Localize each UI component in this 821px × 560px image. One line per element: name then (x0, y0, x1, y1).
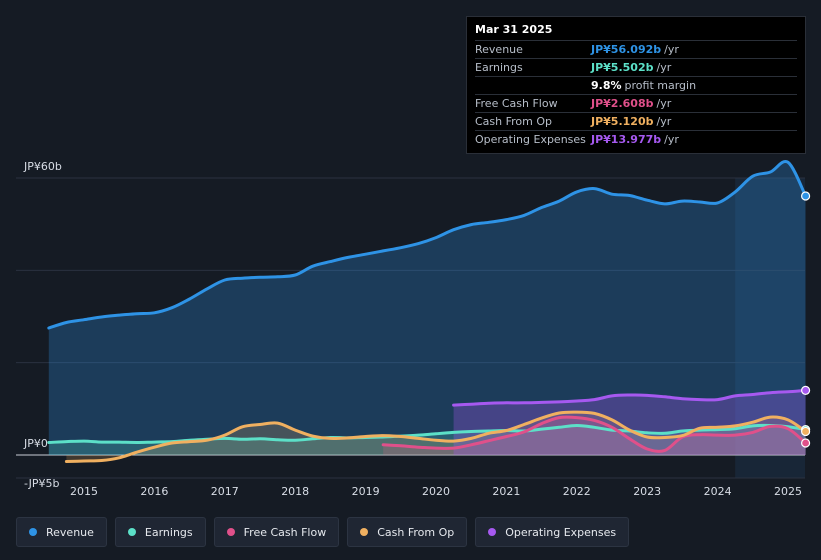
tooltip-row-value: JP¥13.977b (591, 133, 662, 146)
legend-item-earnings[interactable]: Earnings (114, 517, 206, 547)
legend-label: Earnings (144, 525, 193, 539)
legend-label: Operating Expenses (505, 525, 617, 539)
x-tick-label: 2017 (211, 485, 239, 498)
legend-item-operating-expenses[interactable]: Operating Expenses (475, 517, 630, 547)
tooltip-row-label: Revenue (475, 43, 523, 56)
operating-expenses-area (453, 390, 806, 455)
operating-expenses-line (452, 388, 808, 407)
tooltip-row-value: JP¥5.120b (591, 115, 654, 128)
x-tick-label: 2022 (563, 485, 591, 498)
x-tick-label: 2021 (492, 485, 520, 498)
x-tick-label: 2020 (422, 485, 450, 498)
series-lines (47, 159, 808, 463)
y-tick-label: JP¥0 (23, 437, 48, 450)
tooltip-row-unit: /yr (656, 115, 672, 128)
legend-label: Revenue (46, 525, 94, 539)
legend-dot-icon (360, 528, 369, 536)
tooltip-row-label: Operating Expenses (475, 133, 586, 146)
revenue-endpoint (800, 191, 811, 201)
tooltip-row-label: Free Cash Flow (475, 97, 558, 110)
cash-from-op-area (66, 412, 806, 462)
x-tick-label: 2015 (70, 485, 98, 498)
tooltip-row-value: JP¥5.502b (591, 61, 654, 74)
legend-item-revenue[interactable]: Revenue (16, 517, 107, 547)
tooltip-row-unit: /yr (656, 97, 672, 110)
x-tick-label: 2023 (633, 485, 661, 498)
x-tick-label: 2016 (140, 485, 168, 498)
revenue-line (47, 159, 808, 330)
legend-item-cash-from-op[interactable]: Cash From Op (347, 517, 468, 547)
cash-from-op-line (64, 410, 808, 463)
legend-label: Free Cash Flow (243, 525, 327, 539)
legend-label: Cash From Op (377, 525, 455, 539)
free-cash-flow-line (381, 415, 808, 453)
operating-expenses-endpoint (800, 385, 811, 395)
tooltip-date: Mar 31 2025 (475, 23, 553, 36)
revenue-area (48, 161, 806, 455)
tooltip-row-value: JP¥2.608b (591, 97, 654, 110)
tooltip-row-value: JP¥56.092b (591, 43, 662, 56)
tooltip-panel: Mar 31 2025 Revenue JP¥56.092b/yr Earnings… (466, 16, 806, 154)
cash-from-op-endpoint (800, 426, 811, 437)
free-cash-flow-area (383, 417, 806, 455)
tooltip-row-unit: /yr (656, 61, 672, 74)
y-tick-label: JP¥60b (23, 160, 62, 173)
tooltip-row-unit: profit margin (624, 79, 697, 92)
y-tick-label: -JP¥5b (24, 477, 59, 490)
tooltip-row: Earnings JP¥5.502b/yr (475, 58, 797, 76)
tooltip-row: Operating Expenses JP¥13.977b/yr (475, 130, 797, 148)
tooltip-row-unit: /yr (664, 43, 679, 56)
tooltip-row-label: Earnings (475, 61, 523, 74)
tooltip-row-unit: /yr (664, 133, 679, 146)
x-tick-label: 2025 (774, 485, 802, 498)
tooltip-row-label: Cash From Op (475, 115, 553, 128)
tooltip-row-value: 9.8% (591, 79, 622, 92)
x-tick-label: 2019 (352, 485, 380, 498)
series-areas (48, 161, 806, 462)
x-tick-label: 2024 (704, 485, 732, 498)
gridlines (16, 177, 805, 479)
free-cash-flow-endpoint (800, 438, 811, 448)
tooltip-row: Cash From Op JP¥5.120b/yr (475, 112, 797, 130)
x-axis-labels: 2015 2016 2017 2018 2019 2020 2021 2022 2023 2024… (70, 485, 802, 498)
x-tick-label: 2018 (281, 485, 309, 498)
tooltip-row: Revenue JP¥56.092b/yr (475, 40, 797, 58)
legend-dot-icon (127, 528, 136, 536)
y-axis-labels: JP¥60b JP¥0 -JP¥5b (23, 160, 62, 490)
legend-dot-icon (488, 528, 497, 536)
legend-dot-icon (29, 528, 37, 536)
series-endpoints (800, 191, 811, 448)
tooltip-rows: Revenue JP¥56.092b/yr Earnings JP¥5.502b/yr… (475, 40, 797, 148)
legend-dot-icon (226, 528, 235, 536)
legend-item-free-cash-flow[interactable]: Free Cash Flow (213, 517, 340, 547)
tooltip-row: 9.8% profit margin (475, 76, 797, 94)
tooltip-row: Free Cash Flow JP¥2.608b/yr (475, 94, 797, 112)
legend: Revenue Earnings Free Cash Flow Cash From O… (16, 517, 630, 547)
